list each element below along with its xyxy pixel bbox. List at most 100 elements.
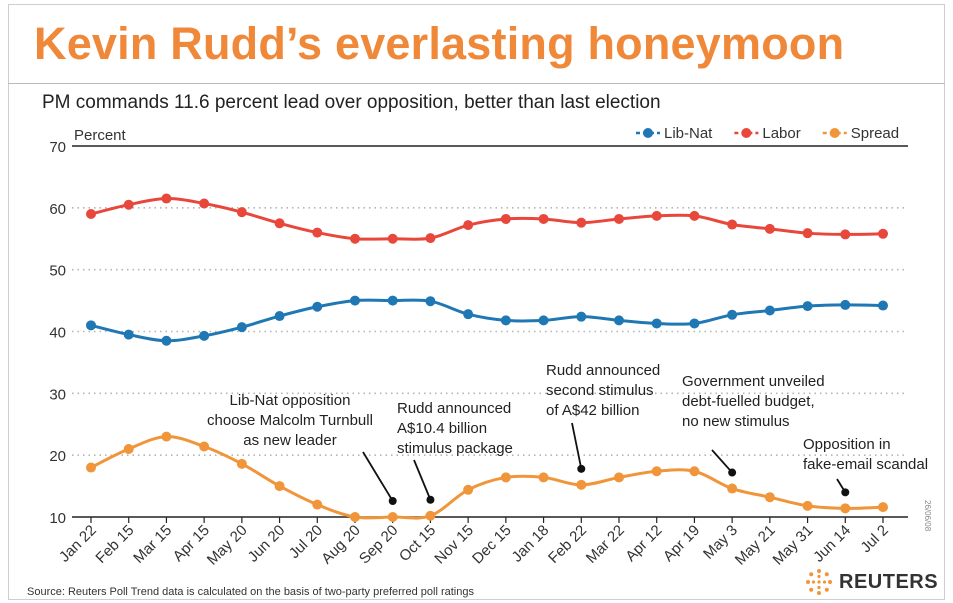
data-point-labor bbox=[463, 220, 474, 231]
x-tick-label: Dec 15 bbox=[469, 522, 515, 568]
data-point-spread bbox=[86, 462, 96, 473]
data-point-spread bbox=[651, 466, 662, 477]
data-point-lib-nat bbox=[425, 296, 436, 307]
data-point-labor bbox=[576, 217, 587, 228]
annotation-text: Rudd announced bbox=[546, 362, 660, 379]
y-tick-label: 10 bbox=[49, 510, 66, 527]
y-tick-label: 30 bbox=[49, 386, 66, 403]
data-point-lib-nat bbox=[350, 295, 360, 306]
x-tick-label: Jun 20 bbox=[245, 522, 289, 566]
annotation-text: of A$42 billion bbox=[546, 402, 639, 419]
data-point-labor bbox=[802, 228, 813, 239]
y-tick-label: 60 bbox=[49, 201, 66, 218]
annotation-text: A$10.4 billion bbox=[397, 420, 487, 437]
legend-swatch-spread bbox=[829, 128, 840, 138]
series-line-lib-nat bbox=[90, 298, 884, 343]
series-line-labor bbox=[90, 197, 884, 241]
data-point-labor bbox=[161, 193, 172, 204]
data-point-spread bbox=[425, 510, 436, 521]
data-point-lib-nat bbox=[538, 315, 549, 326]
x-tick-label: Aug 20 bbox=[318, 522, 364, 568]
legend-label-spread: Spread bbox=[851, 125, 899, 142]
data-point-labor bbox=[350, 233, 360, 244]
annotation-text: fake-email scandal bbox=[803, 456, 928, 473]
x-tick-label: Jun 14 bbox=[810, 522, 854, 566]
source-note: Source: Reuters Poll Trend data is calcu… bbox=[27, 586, 474, 598]
data-point-spread bbox=[538, 472, 549, 483]
data-point-spread bbox=[463, 484, 474, 495]
x-tick-label: Jul 2 bbox=[857, 522, 891, 556]
chart-subtitle: PM commands 11.6 percent lead over oppos… bbox=[42, 92, 661, 113]
annotation-text: no new stimulus bbox=[682, 413, 790, 430]
data-point-lib-nat bbox=[123, 329, 134, 340]
data-point-spread bbox=[576, 479, 587, 490]
x-tick-label: Apr 12 bbox=[622, 522, 665, 565]
chart-title: Kevin Rudd’s everlasting honeymoon bbox=[34, 18, 845, 69]
y-tick-label: 20 bbox=[49, 448, 66, 465]
data-point-labor bbox=[123, 199, 134, 210]
data-point-spread bbox=[161, 431, 172, 442]
data-point-lib-nat bbox=[651, 318, 662, 329]
data-point-labor bbox=[689, 210, 700, 221]
data-point-labor bbox=[312, 227, 323, 238]
annotation-text: Lib-Nat opposition bbox=[230, 392, 351, 409]
x-tick-label: Sep 20 bbox=[356, 522, 402, 568]
data-point-labor bbox=[538, 213, 549, 224]
data-point-spread bbox=[199, 441, 210, 452]
data-point-labor bbox=[651, 210, 662, 221]
data-point-labor bbox=[878, 228, 888, 239]
x-tick-label: Mar 22 bbox=[583, 522, 628, 567]
data-point-lib-nat bbox=[689, 318, 700, 329]
data-point-lib-nat bbox=[802, 301, 813, 312]
x-tick-label: Mar 15 bbox=[130, 522, 175, 567]
reuters-logo-icon bbox=[806, 569, 832, 595]
data-point-lib-nat bbox=[86, 320, 96, 331]
data-point-lib-nat bbox=[840, 299, 851, 310]
y-tick-label: 40 bbox=[49, 325, 66, 342]
data-point-spread bbox=[840, 503, 851, 514]
data-point-lib-nat bbox=[274, 311, 285, 322]
annotation-leader bbox=[362, 451, 394, 502]
annotation-marker bbox=[728, 468, 737, 477]
data-point-lib-nat bbox=[614, 315, 624, 326]
annotation-leader bbox=[571, 422, 583, 470]
data-point-spread bbox=[614, 472, 624, 483]
legend-label-labor: Labor bbox=[762, 125, 800, 142]
annotation-marker bbox=[841, 488, 850, 497]
data-point-lib-nat bbox=[764, 305, 775, 316]
x-tick-label: Jan 22 bbox=[56, 522, 100, 566]
annotation-text: Government unveiled bbox=[682, 373, 825, 390]
annotation-marker bbox=[388, 497, 397, 505]
data-point-spread bbox=[123, 443, 134, 454]
x-tick-label: Nov 15 bbox=[431, 522, 477, 568]
annotation-text: Opposition in bbox=[803, 436, 891, 453]
data-point-labor bbox=[236, 207, 247, 218]
data-point-labor bbox=[500, 213, 511, 224]
title-divider bbox=[8, 83, 945, 84]
y-axis-label: Percent bbox=[74, 127, 127, 144]
legend-label-lib-nat: Lib-Nat bbox=[664, 125, 713, 142]
annotation-leader bbox=[413, 459, 432, 501]
annotation-text: stimulus package bbox=[397, 440, 513, 457]
data-point-spread bbox=[274, 481, 285, 492]
data-point-lib-nat bbox=[312, 301, 323, 312]
series-line-spread bbox=[90, 435, 884, 520]
data-point-labor bbox=[840, 229, 851, 240]
x-tick-label: Feb 22 bbox=[545, 522, 590, 567]
annotation-text: choose Malcolm Turnbull bbox=[207, 412, 373, 429]
data-point-lib-nat bbox=[727, 309, 738, 320]
data-point-lib-nat bbox=[576, 311, 587, 322]
data-point-labor bbox=[764, 223, 775, 234]
data-point-lib-nat bbox=[236, 322, 247, 333]
data-point-labor bbox=[727, 219, 738, 230]
data-point-spread bbox=[764, 492, 775, 503]
y-tick-label: 70 bbox=[49, 139, 66, 156]
annotation-text: Rudd announced bbox=[397, 400, 511, 417]
annotation-marker bbox=[426, 495, 435, 504]
x-tick-label: May 21 bbox=[732, 522, 779, 569]
data-point-spread bbox=[312, 499, 323, 510]
data-point-lib-nat bbox=[500, 315, 511, 326]
data-point-labor bbox=[274, 218, 285, 229]
reuters-logo-text: REUTERS bbox=[839, 570, 939, 593]
